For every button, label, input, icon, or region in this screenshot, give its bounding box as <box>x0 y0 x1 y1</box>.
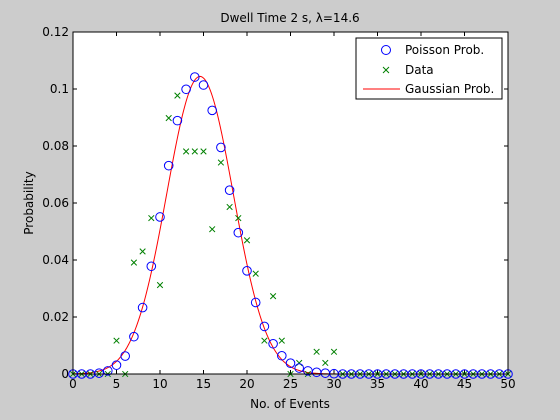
poisson-prob-point <box>137 302 148 313</box>
data-point <box>269 293 277 300</box>
legend-label-data: Data <box>405 63 434 77</box>
poisson-prob-point <box>233 227 244 238</box>
data-point <box>139 248 146 255</box>
data-point <box>330 348 338 355</box>
poisson-prob-point <box>198 80 209 90</box>
data-point <box>226 203 233 211</box>
poisson-prob-point <box>94 368 104 378</box>
y-tick-label: 0.12 <box>42 25 69 39</box>
y-tick-labels: 0 0.02 0.04 0.06 0.08 0.1 0.12 <box>42 25 69 381</box>
x-tick-label: 40 <box>413 377 428 391</box>
data-point <box>130 259 138 266</box>
x-tick-label: 50 <box>500 377 515 391</box>
data-point <box>200 148 207 155</box>
data-point <box>165 114 172 122</box>
y-tick-label: 0.02 <box>42 310 69 324</box>
x-tick-label: 20 <box>239 377 254 391</box>
x-axis-label: No. of Events <box>250 397 330 411</box>
y-tick-label: 0 <box>61 367 69 381</box>
y-axis-label: Probability <box>22 171 36 234</box>
poisson-prob-point <box>250 297 261 308</box>
y-tick-label: 0.06 <box>42 196 69 210</box>
legend-label-gaussian-prob: Gaussian Prob. <box>405 82 494 96</box>
y-tick-label: 0.08 <box>42 139 69 153</box>
y-tick-label: 0.04 <box>42 253 69 267</box>
data-point <box>182 148 190 155</box>
data-point <box>322 359 329 367</box>
x-tick-label: 45 <box>457 377 472 391</box>
poisson-prob-point <box>242 266 252 276</box>
data-point <box>261 337 268 344</box>
x-tick-labels: 0 5 10 15 20 25 30 35 40 45 50 <box>69 377 515 391</box>
data-point <box>278 337 285 344</box>
poisson-prob-point <box>277 350 287 361</box>
poisson-prob-point <box>224 185 235 195</box>
legend-marker-data <box>382 66 390 74</box>
data-point <box>313 348 320 355</box>
x-tick-label: 35 <box>370 377 385 391</box>
tick-marks <box>72 31 509 375</box>
data-point <box>148 214 155 222</box>
poisson-prob-point <box>163 160 174 171</box>
poisson-prob-point <box>294 363 305 373</box>
poisson-prob-point <box>146 261 157 272</box>
x-tick-label: 15 <box>196 377 211 391</box>
data-point <box>113 337 120 344</box>
legend: Poisson Prob. Data Gaussian Prob. <box>355 37 503 100</box>
poisson-prob-point <box>103 366 113 376</box>
x-tick-label: 5 <box>113 377 121 391</box>
poisson-prob-point <box>216 142 226 153</box>
data-point <box>209 226 216 233</box>
poisson-prob-point <box>207 105 217 116</box>
legend-label-poisson-prob: Poisson Prob. <box>405 43 484 57</box>
poisson-prob-point <box>155 212 165 222</box>
data-point <box>252 270 259 277</box>
data-point <box>235 214 242 222</box>
data-point <box>296 359 303 367</box>
poisson-prob-point <box>111 360 122 370</box>
legend-marker-poisson-prob <box>381 45 391 55</box>
poisson-prob-point <box>259 321 270 332</box>
poisson-prob-point <box>285 358 296 368</box>
y-tick-label: 0.1 <box>50 82 69 96</box>
data-point <box>191 148 198 155</box>
axes-frame <box>72 31 509 375</box>
poisson-prob-point <box>268 338 278 349</box>
chart-title: Dwell Time 2 s, λ=14.6 <box>220 11 359 25</box>
x-tick-label: 30 <box>326 377 341 391</box>
x-tick-label: 10 <box>152 377 167 391</box>
data-point <box>243 237 251 244</box>
poisson-prob-point <box>190 72 200 82</box>
x-tick-label: 0 <box>69 377 77 391</box>
poisson-prob-point <box>172 115 183 126</box>
data-point <box>156 281 164 289</box>
data-point <box>217 159 225 166</box>
data-point <box>174 92 181 99</box>
poisson-prob-point <box>120 351 130 361</box>
poisson-prob-point <box>181 84 191 95</box>
x-tick-label: 25 <box>283 377 298 391</box>
poisson-prob-point <box>129 331 139 342</box>
